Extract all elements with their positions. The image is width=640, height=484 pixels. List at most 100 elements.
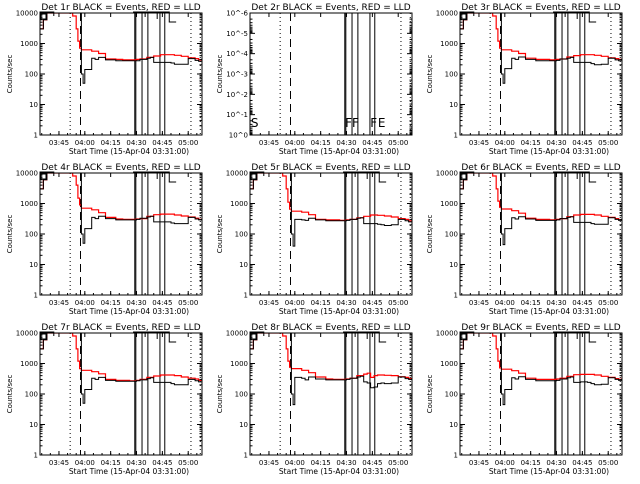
- x-tick-label: 03:45: [49, 299, 69, 307]
- y-axis-label: Counts/sec: [6, 55, 14, 94]
- flag-bracket: [39, 11, 177, 23]
- x-tick-label: 04:00: [285, 139, 305, 147]
- panel-title: Det 7r BLACK = Events, RED = LLD: [41, 323, 200, 333]
- flag-bracket: [39, 331, 177, 343]
- event-marker-label: FF: [345, 116, 359, 130]
- x-tick-label: 04:30: [336, 299, 356, 307]
- y-tick-label: 1: [34, 132, 38, 140]
- y-tick-label: 10: [29, 261, 38, 269]
- y-axis-label: Counts/sec: [426, 375, 434, 414]
- x-axis-label: Start Time (15-Apr-04 03:31:00): [69, 147, 189, 156]
- start-box-marker: [460, 173, 467, 180]
- y-axis-label: Counts/sec: [216, 215, 224, 254]
- y-tick-label: 1: [454, 132, 458, 140]
- series-lld: [40, 173, 202, 220]
- plot-area: [40, 333, 202, 455]
- x-tick-label: 04:45: [152, 139, 172, 147]
- flag-bracket: [459, 331, 597, 343]
- x-tick-label: 04:45: [362, 139, 382, 147]
- panel-title: Det 6r BLACK = Events, RED = LLD: [461, 163, 620, 173]
- x-tick-label: 04:00: [75, 459, 95, 467]
- x-tick-label: 04:30: [546, 459, 566, 467]
- series-lld: [460, 13, 622, 61]
- series-events: [460, 173, 622, 246]
- x-axis-label: Start Time (15-Apr-04 03:31:00): [489, 467, 609, 476]
- x-tick-label: 04:30: [336, 139, 356, 147]
- y-tick-label: 10000: [226, 170, 248, 178]
- flag-bracket: [39, 171, 177, 183]
- plot-area: [40, 13, 202, 135]
- y-tick-label: 10: [29, 421, 38, 429]
- start-box-marker: [250, 173, 257, 180]
- x-tick-label: 04:15: [311, 139, 331, 147]
- panel-det-2: Det 2r BLACK = Events, RED = LLD Counts/s…: [216, 3, 413, 156]
- x-axis-label: Start Time (15-Apr-04 03:31:00): [489, 147, 609, 156]
- x-tick-label: 03:45: [469, 299, 489, 307]
- plot-area: [250, 333, 412, 455]
- y-tick-label: 100: [445, 391, 458, 399]
- start-box-marker: [460, 333, 467, 340]
- flag-bracket: [249, 331, 387, 343]
- y-tick-label: 10: [239, 421, 248, 429]
- y-tick-label: 10^-5: [226, 30, 248, 38]
- y-tick-label: 1000: [440, 200, 458, 208]
- y-tick-label: 1: [34, 292, 38, 300]
- event-marker-label: S: [251, 116, 259, 130]
- panel-title: Det 4r BLACK = Events, RED = LLD: [41, 163, 200, 173]
- y-tick-label: 1: [244, 292, 248, 300]
- y-tick-label: 1000: [440, 360, 458, 368]
- x-axis-label: Start Time (15-Apr-04 03:31:00): [69, 307, 189, 316]
- x-tick-label: 04:00: [495, 299, 515, 307]
- event-marker-label: E: [378, 116, 386, 130]
- y-tick-label: 1000: [230, 200, 248, 208]
- y-tick-label: 10000: [16, 10, 38, 18]
- y-tick-label: 10^-3: [226, 71, 248, 79]
- flag-bracket: [459, 171, 597, 183]
- panel-title: Det 5r BLACK = Events, RED = LLD: [251, 163, 410, 173]
- start-box-marker: [40, 333, 47, 340]
- y-tick-label: 10000: [436, 330, 458, 338]
- x-tick-label: 03:45: [49, 139, 69, 147]
- plot-area: [40, 173, 202, 295]
- series-events: [250, 173, 412, 247]
- y-tick-label: 10000: [16, 330, 38, 338]
- x-tick-label: 04:15: [521, 459, 541, 467]
- x-tick-label: 04:15: [101, 299, 121, 307]
- series-events: [40, 333, 202, 404]
- x-tick-label: 04:15: [101, 139, 121, 147]
- series-lld: [460, 173, 622, 221]
- y-tick-label: 1000: [230, 360, 248, 368]
- x-tick-label: 04:15: [521, 139, 541, 147]
- y-tick-label: 10^-6: [226, 10, 248, 18]
- x-tick-label: 04:45: [362, 299, 382, 307]
- panel-det-8: Det 8r BLACK = Events, RED = LLD Counts/s…: [216, 323, 413, 476]
- y-tick-label: 10^-2: [226, 91, 248, 99]
- x-tick-label: 05:00: [178, 459, 198, 467]
- x-tick-label: 04:30: [126, 299, 146, 307]
- y-tick-label: 10^-4: [226, 50, 248, 58]
- plot-area: [460, 173, 622, 295]
- x-tick-label: 03:45: [259, 459, 279, 467]
- start-box-marker: [40, 173, 47, 180]
- panel-det-3: Det 3r BLACK = Events, RED = LLD Counts/s…: [426, 3, 623, 156]
- x-tick-label: 04:45: [152, 459, 172, 467]
- x-tick-label: 03:45: [469, 139, 489, 147]
- y-axis-label: Counts/sec: [426, 215, 434, 254]
- y-axis-label: Counts/sec: [426, 55, 434, 94]
- x-tick-label: 04:30: [546, 299, 566, 307]
- x-tick-label: 05:00: [598, 459, 618, 467]
- x-tick-label: 04:45: [572, 139, 592, 147]
- x-tick-label: 04:00: [75, 139, 95, 147]
- y-tick-label: 1000: [20, 360, 38, 368]
- flag-bracket: [459, 11, 597, 23]
- y-tick-label: 1: [34, 452, 38, 460]
- y-tick-label: 100: [25, 231, 38, 239]
- y-tick-label: 10: [449, 261, 458, 269]
- x-tick-label: 03:45: [259, 299, 279, 307]
- x-tick-label: 03:45: [469, 459, 489, 467]
- event-marker-label: F: [370, 116, 377, 130]
- x-tick-label: 04:00: [495, 459, 515, 467]
- y-tick-label: 1: [244, 452, 248, 460]
- x-tick-label: 04:00: [285, 299, 305, 307]
- x-axis-label: Start Time (15-Apr-04 03:31:00): [489, 307, 609, 316]
